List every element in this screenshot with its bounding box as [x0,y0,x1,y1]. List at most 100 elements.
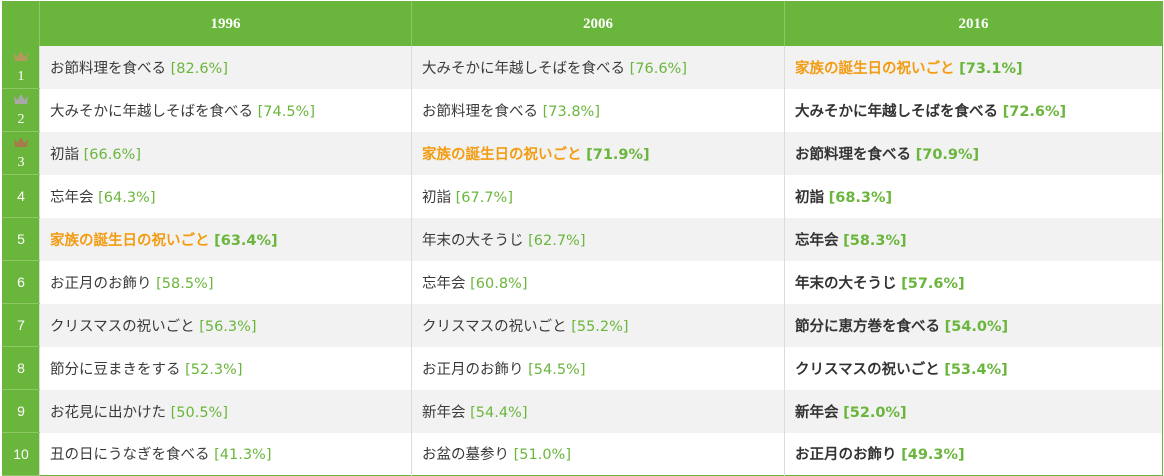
cell-1996: 大みそかに年越しそばを食べる [74.5%] [39,88,412,132]
cell-2006: 初詣 [67.7%] [411,174,785,218]
rank-number: 8 [17,360,25,376]
event-name: 忘年会 [50,189,94,206]
rank-number: 9 [17,403,25,419]
cell-1996: お節料理を食べる [82.6%] [39,46,412,89]
rank-cell: 8 [2,346,40,390]
event-name: 初詣 [422,189,451,206]
event-name: お正月のお飾り [795,447,897,464]
cell-1996: お花見に出かけた [50.5%] [39,389,412,433]
event-name: 家族の誕生日の祝いごと [50,232,210,249]
cell-1996: 家族の誕生日の祝いごと [63.4%] [39,217,412,261]
table-row: 5 家族の誕生日の祝いごと [63.4%] 年末の大そうじ [62.7%] 忘年会 [… [2,217,1163,261]
cell-2016: クリスマスの祝いごと [53.4%] [784,346,1163,390]
percentage-value: [72.6%] [1002,103,1067,120]
event-name: 丑の日にうなぎを食べる [50,447,210,464]
event-name: お節料理を食べる [422,103,538,120]
event-name: お正月のお飾り [422,361,524,378]
cell-1996: お正月のお飾り [58.5%] [39,260,412,304]
percentage-value: [64.3%] [98,189,156,206]
rank-column-header [2,1,40,46]
percentage-value: [41.3%] [214,447,272,464]
rank-cell: 4 [2,174,40,218]
percentage-value: [58.5%] [156,275,214,292]
cell-2016: 節分に恵方巻を食べる [54.0%] [784,303,1163,347]
rank-number: 1 [17,69,25,84]
table-row: 4 忘年会 [64.3%] 初詣 [67.7%] 初詣 [68.3%] [2,174,1163,218]
rank-cell: 9 [2,389,40,433]
cell-2006: 新年会 [54.4%] [411,389,785,433]
rank-number: 3 [17,155,25,170]
percentage-value: [76.6%] [629,60,687,77]
cell-2016: 家族の誕生日の祝いごと [73.1%] [784,46,1163,89]
crown-icon [14,94,28,104]
table-row: 3 初詣 [66.6%] 家族の誕生日の祝いごと [71.9%] お節料理を食べる [… [2,131,1163,175]
cell-2016: 新年会 [52.0%] [784,389,1163,433]
table-row: 6 お正月のお飾り [58.5%] 忘年会 [60.8%] 年末の大そうじ [57.6… [2,260,1163,304]
cell-2016: 忘年会 [58.3%] [784,217,1163,261]
cell-1996: 丑の日にうなぎを食べる [41.3%] [39,432,412,476]
event-name: クリスマスの祝いごと [50,318,195,335]
percentage-value: [67.7%] [455,189,513,206]
percentage-value: [68.3%] [828,189,893,206]
event-name: クリスマスの祝いごと [795,361,940,378]
event-name: 初詣 [795,189,824,206]
rank-cell: 5 [2,217,40,261]
event-name: 新年会 [795,404,839,421]
event-name: 大みそかに年越しそばを食べる [795,103,998,120]
header-row: 1996 2006 2016 [2,1,1163,46]
cell-2016: お節料理を食べる [70.9%] [784,131,1163,175]
cell-2006: 年末の大そうじ [62.7%] [411,217,785,261]
table-row: 10 丑の日にうなぎを食べる [41.3%] お盆の墓参り [51.0%] お正月のお… [2,432,1163,476]
event-name: お正月のお飾り [50,275,152,292]
percentage-value: [73.8%] [542,103,600,120]
percentage-value: [53.4%] [944,361,1008,378]
column-header-2016: 2016 [784,1,1163,46]
event-name: 年末の大そうじ [422,232,524,249]
event-name: 家族の誕生日の祝いごと [795,60,955,77]
event-name: クリスマスの祝いごと [422,318,567,335]
percentage-value: [54.4%] [470,404,528,421]
percentage-value: [57.6%] [901,275,965,292]
percentage-value: [62.7%] [528,232,586,249]
table-row: 2 大みそかに年越しそばを食べる [74.5%] お節料理を食べる [73.8%] 大… [2,88,1163,132]
cell-2006: 大みそかに年越しそばを食べる [76.6%] [411,46,785,89]
percentage-value: [70.9%] [915,146,980,163]
event-name: お節料理を食べる [50,60,166,77]
table-row: 8 節分に豆まきをする [52.3%] お正月のお飾り [54.5%] クリスマスの祝… [2,346,1163,390]
percentage-value: [55.2%] [571,318,629,335]
cell-2006: お盆の墓参り [51.0%] [411,432,785,476]
event-name: 節分に豆まきをする [50,361,181,378]
rank-number: 7 [17,317,25,333]
rank-number: 5 [17,231,25,247]
cell-2006: クリスマスの祝いごと [55.2%] [411,303,785,347]
cell-1996: クリスマスの祝いごと [56.3%] [39,303,412,347]
ranking-body: 1 お節料理を食べる [82.6%] 大みそかに年越しそばを食べる [76.6%] 家… [2,46,1163,476]
cell-2016: 大みそかに年越しそばを食べる [72.6%] [784,88,1163,132]
rank-number: 6 [17,274,25,290]
event-name: 新年会 [422,404,466,421]
event-name: 忘年会 [422,275,466,292]
crown-icon [14,51,28,61]
event-name: 年末の大そうじ [795,275,897,292]
rank-cell: 7 [2,303,40,347]
percentage-value: [74.5%] [257,103,315,120]
percentage-value: [63.4%] [214,232,278,249]
percentage-value: [60.8%] [470,275,528,292]
cell-2016: 年末の大そうじ [57.6%] [784,260,1163,304]
percentage-value: [56.3%] [199,318,257,335]
table-row: 7 クリスマスの祝いごと [56.3%] クリスマスの祝いごと [55.2%] 節分に… [2,303,1163,347]
cell-1996: 初詣 [66.6%] [39,131,412,175]
percentage-value: [49.3%] [901,447,965,464]
rank-cell: 10 [2,432,40,476]
column-header-2006: 2006 [411,1,785,46]
percentage-value: [58.3%] [843,232,907,249]
event-name: 家族の誕生日の祝いごと [422,146,582,163]
percentage-value: [66.6%] [83,146,141,163]
column-header-1996: 1996 [39,1,412,46]
percentage-value: [52.0%] [843,404,907,421]
event-name: 節分に恵方巻を食べる [795,318,940,335]
cell-2016: 初詣 [68.3%] [784,174,1163,218]
percentage-value: [51.0%] [513,447,571,464]
rank-number: 4 [17,188,25,204]
